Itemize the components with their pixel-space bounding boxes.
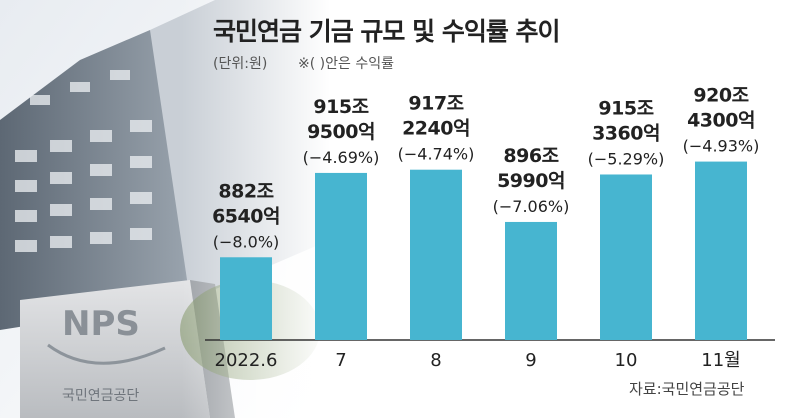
bar-value-label: 4300억 [687, 110, 755, 132]
bar-value-label: 915조 [313, 96, 368, 118]
bar-value-label: 5990억 [497, 170, 565, 192]
bar-return-label: (−7.06%) [493, 197, 570, 216]
x-tick-label: 2022.6 [215, 350, 278, 371]
bar-return-label: (−4.93%) [683, 137, 760, 156]
returns-note: ※( )안은 수익률 [298, 56, 394, 72]
unit-note: (단위:원) [213, 56, 268, 72]
x-tick-label: 11월 [701, 350, 740, 371]
bar-value-label: 896조 [503, 145, 558, 167]
x-tick-label: 9 [525, 350, 536, 371]
bar-value-label: 915조 [598, 97, 653, 119]
bar-1 [315, 172, 367, 340]
bar-value-label: 2240억 [402, 118, 470, 140]
bar-value-label: 3360억 [592, 122, 660, 144]
bar-return-label: (−4.69%) [303, 148, 380, 167]
bar-return-label: (−4.74%) [398, 145, 475, 164]
bar-5 [695, 161, 747, 340]
bar-value-label: 9500억 [307, 121, 375, 143]
bar-return-label: (−8.0%) [213, 232, 280, 251]
chart-title: 국민연금 기금 규모 및 수익률 추이 [213, 17, 561, 46]
bar-return-label: (−5.29%) [588, 149, 665, 168]
logo-swoosh [47, 343, 166, 365]
nps-logo-text: NPS [62, 304, 140, 344]
bar-4 [600, 174, 652, 340]
x-tick-label: 8 [430, 350, 441, 371]
source-note: 자료:국민연금공단 [629, 380, 745, 398]
bar-value-label: 882조 [218, 180, 273, 202]
bar-0 [220, 257, 272, 340]
bar-3 [505, 221, 557, 340]
bar-value-label: 6540억 [212, 205, 280, 227]
bar-value-label: 920조 [693, 85, 748, 107]
bar-value-label: 917조 [408, 93, 463, 115]
x-tick-label: 7 [335, 350, 346, 371]
nps-org-name: 국민연금공단 [62, 388, 139, 404]
bar-2 [410, 169, 462, 340]
x-tick-label: 10 [615, 350, 638, 371]
